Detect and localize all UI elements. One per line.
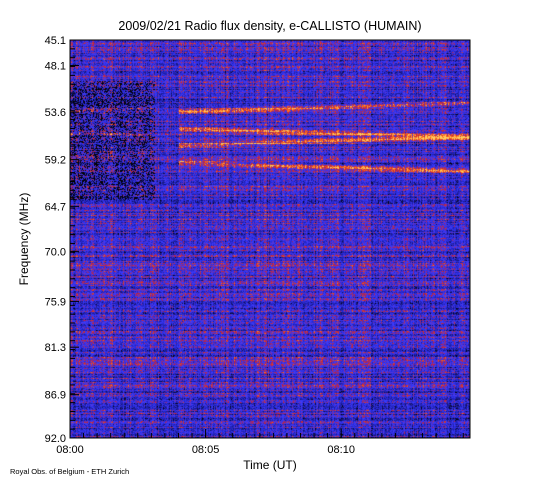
y-tick-label: 70.0 [45, 246, 66, 258]
plot-frame [69, 39, 471, 439]
y-tick-label: 45.1 [45, 35, 66, 47]
spectrogram-image [70, 40, 470, 438]
x-axis: 08:00 08:05 08:10 [56, 429, 464, 456]
x-tick-label: 08:00 [56, 444, 84, 456]
y-axis-label: Frequency (MHz) [17, 193, 31, 286]
x-axis-label: Time (UT) [243, 458, 297, 472]
credit-text: Royal Obs. of Belgium - ETH Zurich [10, 467, 129, 476]
y-tick-label: 86.9 [45, 390, 66, 402]
y-tick-label: 92.0 [45, 433, 66, 445]
y-tick-label: 48.1 [45, 60, 66, 72]
x-tick-label: 08:05 [192, 444, 220, 456]
y-axis: 45.1 48.1 53.6 59.2 64.7 70.0 75.9 81.3 86.9 92.0 [45, 35, 79, 445]
y-tick-label: 81.3 [45, 342, 66, 354]
y-tick-label: 64.7 [45, 201, 66, 213]
chart-title: 2009/02/21 Radio flux density, e-CALLIST… [118, 19, 421, 33]
y-tick-label: 75.9 [45, 296, 66, 308]
y-tick-label: 59.2 [45, 155, 66, 167]
x-tick-label: 08:10 [327, 444, 355, 456]
y-tick-label: 53.6 [45, 107, 66, 119]
